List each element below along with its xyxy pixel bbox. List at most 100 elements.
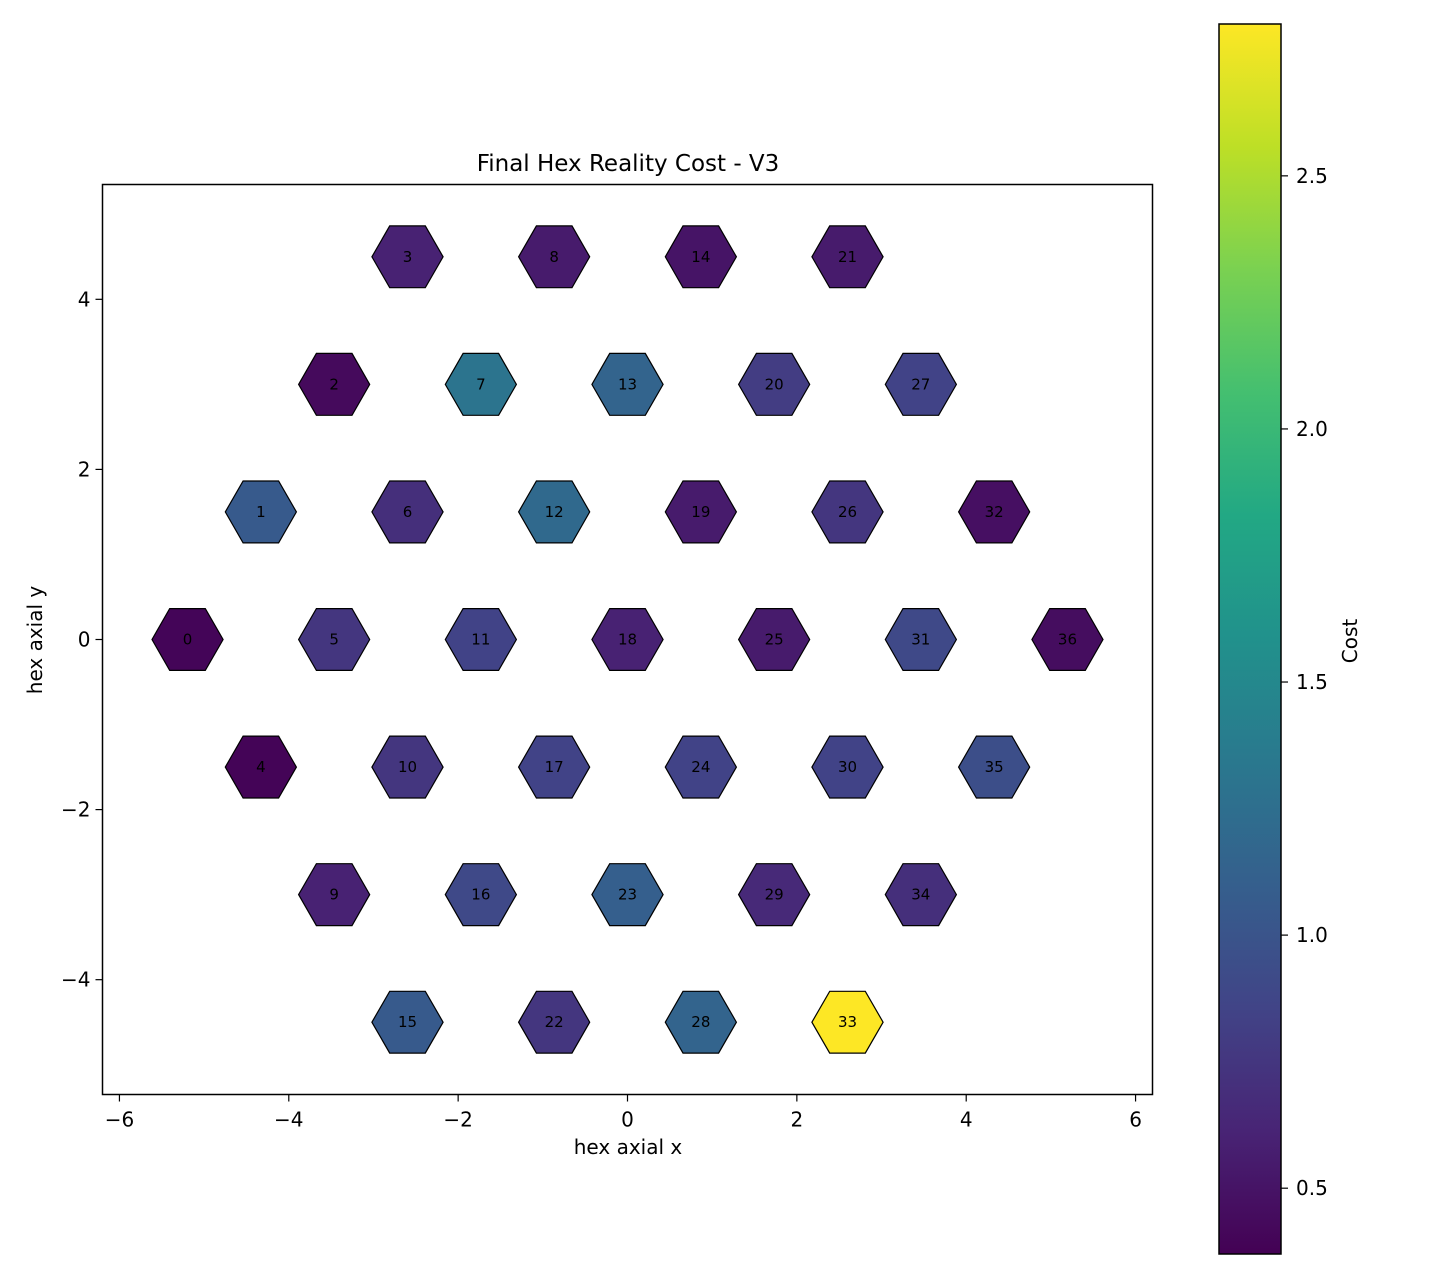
hex-cell-31 bbox=[884, 607, 958, 672]
hex-cell-label: 24 bbox=[691, 758, 710, 776]
hex-cell-24 bbox=[664, 735, 738, 799]
hex-cell-label: 11 bbox=[471, 631, 490, 649]
x-tick-label: 6 bbox=[1129, 1108, 1142, 1132]
hex-cell-11 bbox=[444, 607, 518, 672]
colorbar-tick-label: 0.5 bbox=[1296, 1176, 1328, 1200]
hex-cells: 0123456789101112131415161718192021222324… bbox=[151, 225, 1104, 1054]
hex-cell-label: 33 bbox=[838, 1013, 857, 1031]
hex-cell-23 bbox=[591, 863, 664, 927]
hex-cell-12 bbox=[517, 480, 591, 544]
hex-cell-36 bbox=[1031, 607, 1104, 672]
hex-cell-label: 18 bbox=[618, 631, 637, 649]
hex-cell-label: 28 bbox=[691, 1013, 710, 1031]
hex-cell-34 bbox=[884, 863, 958, 927]
hex-cell-label: 9 bbox=[329, 886, 339, 904]
hex-cell-9 bbox=[297, 863, 371, 927]
hex-cell-2 bbox=[297, 352, 371, 416]
x-tick-label: −2 bbox=[443, 1108, 472, 1132]
hex-cell-label: 4 bbox=[256, 758, 266, 776]
colorbar-tick-label: 2.5 bbox=[1296, 164, 1328, 188]
hex-cell-28 bbox=[664, 990, 738, 1054]
hex-cell-label: 30 bbox=[838, 758, 857, 776]
hex-cell-label: 1 bbox=[256, 503, 266, 521]
x-tick-label: −6 bbox=[105, 1108, 134, 1132]
hex-cell-25 bbox=[737, 607, 811, 672]
hex-cell-label: 36 bbox=[1058, 631, 1077, 649]
hex-cell-label: 35 bbox=[985, 758, 1004, 776]
hex-cell-4 bbox=[224, 735, 298, 799]
hex-cell-22 bbox=[517, 990, 591, 1054]
colorbar-tick-label: 1.0 bbox=[1296, 923, 1328, 947]
colorbar-label: Cost bbox=[1338, 619, 1362, 664]
hex-cell-7 bbox=[444, 352, 518, 416]
hex-cell-16 bbox=[444, 863, 518, 927]
hex-cell-label: 25 bbox=[765, 631, 784, 649]
colorbar-tick-label: 1.5 bbox=[1296, 670, 1328, 694]
hex-cell-label: 0 bbox=[183, 631, 193, 649]
hex-cell-15 bbox=[371, 990, 444, 1054]
hex-cell-13 bbox=[591, 352, 664, 416]
hex-cell-5 bbox=[297, 607, 371, 672]
hex-cell-label: 6 bbox=[403, 503, 413, 521]
hex-cell-17 bbox=[517, 735, 591, 799]
hex-cell-label: 2 bbox=[329, 375, 339, 393]
y-tick-label: 0 bbox=[78, 628, 91, 652]
x-tick-label: 0 bbox=[621, 1108, 634, 1132]
hex-cell-label: 13 bbox=[618, 375, 637, 393]
hex-cell-label: 15 bbox=[398, 1013, 417, 1031]
hex-cell-label: 26 bbox=[838, 503, 857, 521]
hex-cell-30 bbox=[811, 735, 884, 799]
x-tick-label: 4 bbox=[960, 1108, 973, 1132]
hex-cell-8 bbox=[517, 225, 591, 289]
hex-cell-label: 22 bbox=[545, 1013, 564, 1031]
hex-cell-label: 3 bbox=[403, 248, 413, 266]
hex-cell-label: 12 bbox=[545, 503, 564, 521]
hex-cell-label: 27 bbox=[911, 375, 930, 393]
hex-cell-label: 5 bbox=[329, 631, 339, 649]
x-tick-label: 2 bbox=[790, 1108, 803, 1132]
hex-cell-label: 8 bbox=[549, 248, 559, 266]
hex-cell-21 bbox=[811, 225, 884, 289]
x-tick-label: −4 bbox=[274, 1108, 303, 1132]
hex-cell-label: 10 bbox=[398, 758, 417, 776]
hex-cell-label: 19 bbox=[691, 503, 710, 521]
hex-cell-label: 34 bbox=[911, 886, 930, 904]
x-axis-ticks: −6 −4 −2 0 2 4 6 bbox=[105, 1094, 1142, 1132]
hex-cell-26 bbox=[811, 480, 884, 544]
hex-cell-32 bbox=[957, 480, 1031, 544]
y-tick-label: 2 bbox=[78, 457, 91, 481]
hex-cell-label: 32 bbox=[985, 503, 1004, 521]
hex-cell-20 bbox=[737, 352, 811, 416]
hex-cell-0 bbox=[151, 607, 224, 672]
hex-cell-35 bbox=[957, 735, 1031, 799]
y-tick-label: −2 bbox=[61, 798, 90, 822]
colorbar-ticks: 0.5 1.0 1.5 2.0 2.5 bbox=[1281, 164, 1328, 1200]
chart-title: Final Hex Reality Cost - V3 bbox=[477, 151, 780, 177]
hex-cell-label: 16 bbox=[471, 886, 490, 904]
y-tick-label: 4 bbox=[78, 287, 91, 311]
hex-cell-18 bbox=[591, 607, 664, 672]
hex-cell-3 bbox=[371, 225, 444, 289]
hex-cell-label: 7 bbox=[476, 375, 486, 393]
y-axis-label: hex axial y bbox=[23, 586, 47, 695]
hex-cell-label: 23 bbox=[618, 886, 637, 904]
hex-cell-label: 31 bbox=[911, 631, 930, 649]
x-axis-label: hex axial x bbox=[574, 1135, 683, 1159]
hex-cell-14 bbox=[664, 225, 738, 289]
hex-cell-33 bbox=[811, 990, 884, 1054]
hex-cell-label: 20 bbox=[765, 375, 784, 393]
hex-cell-6 bbox=[371, 480, 444, 544]
hex-cell-label: 21 bbox=[838, 248, 857, 266]
hex-cell-1 bbox=[224, 480, 298, 544]
hex-cell-label: 29 bbox=[765, 886, 784, 904]
hex-cell-27 bbox=[884, 352, 958, 416]
hex-cell-19 bbox=[664, 480, 738, 544]
colorbar bbox=[1218, 23, 1282, 1255]
hex-cell-10 bbox=[371, 735, 444, 799]
hex-cell-label: 14 bbox=[691, 248, 710, 266]
y-tick-label: −4 bbox=[61, 968, 90, 992]
y-axis-ticks: −4 −2 0 2 4 bbox=[61, 287, 103, 992]
hex-cell-29 bbox=[737, 863, 811, 927]
